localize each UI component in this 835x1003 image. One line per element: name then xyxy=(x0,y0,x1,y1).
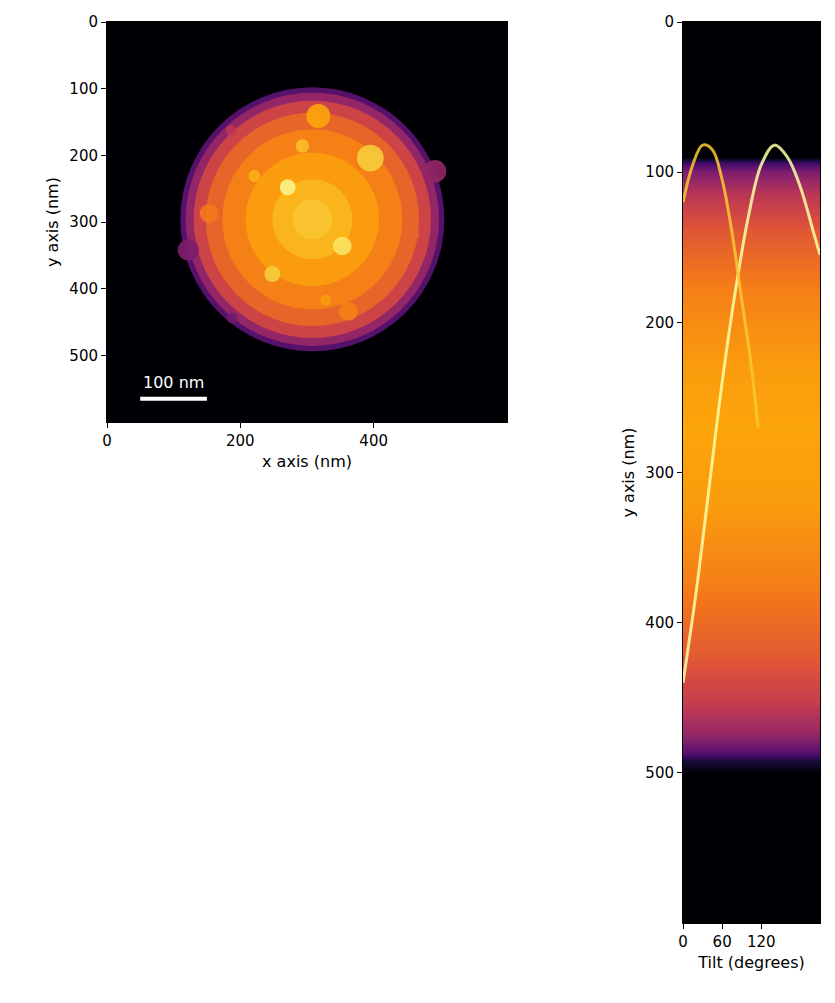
svg-text:100: 100 xyxy=(645,163,674,181)
svg-text:200: 200 xyxy=(69,147,98,165)
svg-text:x axis (nm): x axis (nm) xyxy=(262,452,352,471)
svg-text:y axis (nm): y axis (nm) xyxy=(43,177,62,267)
svg-text:0: 0 xyxy=(88,13,98,31)
svg-text:100: 100 xyxy=(69,80,98,98)
svg-text:Tilt (degrees): Tilt (degrees) xyxy=(697,953,804,972)
svg-text:400: 400 xyxy=(69,280,98,298)
svg-text:100 nm: 100 nm xyxy=(143,373,204,392)
svg-text:y axis (nm): y axis (nm) xyxy=(619,428,638,518)
svg-text:200: 200 xyxy=(226,432,255,450)
svg-text:0: 0 xyxy=(664,13,674,31)
svg-text:0: 0 xyxy=(102,432,112,450)
svg-text:500: 500 xyxy=(69,347,98,365)
svg-text:60: 60 xyxy=(713,933,732,951)
svg-text:300: 300 xyxy=(69,213,98,231)
svg-text:300: 300 xyxy=(645,464,674,482)
svg-text:200: 200 xyxy=(645,314,674,332)
svg-text:400: 400 xyxy=(645,614,674,632)
svg-text:500: 500 xyxy=(645,764,674,782)
svg-text:400: 400 xyxy=(359,432,388,450)
svg-text:120: 120 xyxy=(747,933,776,951)
svg-text:0: 0 xyxy=(678,933,688,951)
